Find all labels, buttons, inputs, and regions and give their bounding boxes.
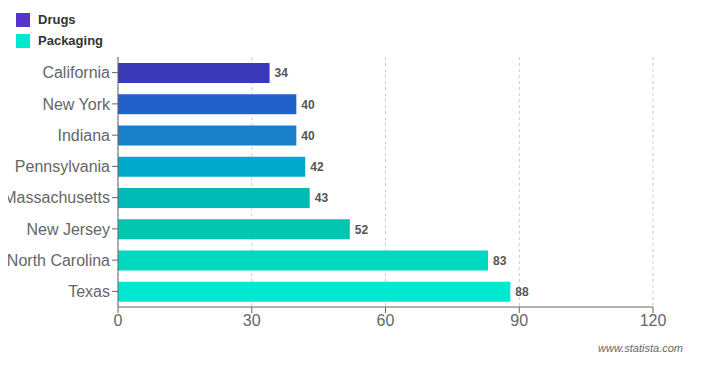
svg-text:42: 42 [310,160,324,174]
svg-text:90: 90 [510,312,528,329]
svg-text:40: 40 [301,129,315,143]
svg-text:California: California [42,64,110,81]
svg-text:40: 40 [301,98,315,112]
svg-text:88: 88 [515,285,529,299]
svg-text:52: 52 [355,223,369,237]
svg-text:New York: New York [42,96,111,113]
svg-text:43: 43 [315,191,329,205]
svg-text:Massachusetts: Massachusetts [8,189,110,206]
svg-text:83: 83 [493,254,507,268]
svg-text:North Carolina: North Carolina [8,252,110,269]
svg-text:30: 30 [243,312,261,329]
svg-text:Pennsylvania: Pennsylvania [15,158,110,175]
html-text:Drugs: Drugs [38,12,76,27]
html-text:Packaging: Packaging [38,33,103,48]
svg-text:34: 34 [275,66,289,80]
svg-text:New Jersey: New Jersey [26,221,110,238]
svg-text:Texas: Texas [68,283,110,300]
svg-text:60: 60 [377,312,395,329]
html-text:www.statista.com: www.statista.com [598,342,683,354]
svg-text:0: 0 [114,312,123,329]
svg-text:Indiana: Indiana [58,127,111,144]
svg-text:120: 120 [640,312,667,329]
